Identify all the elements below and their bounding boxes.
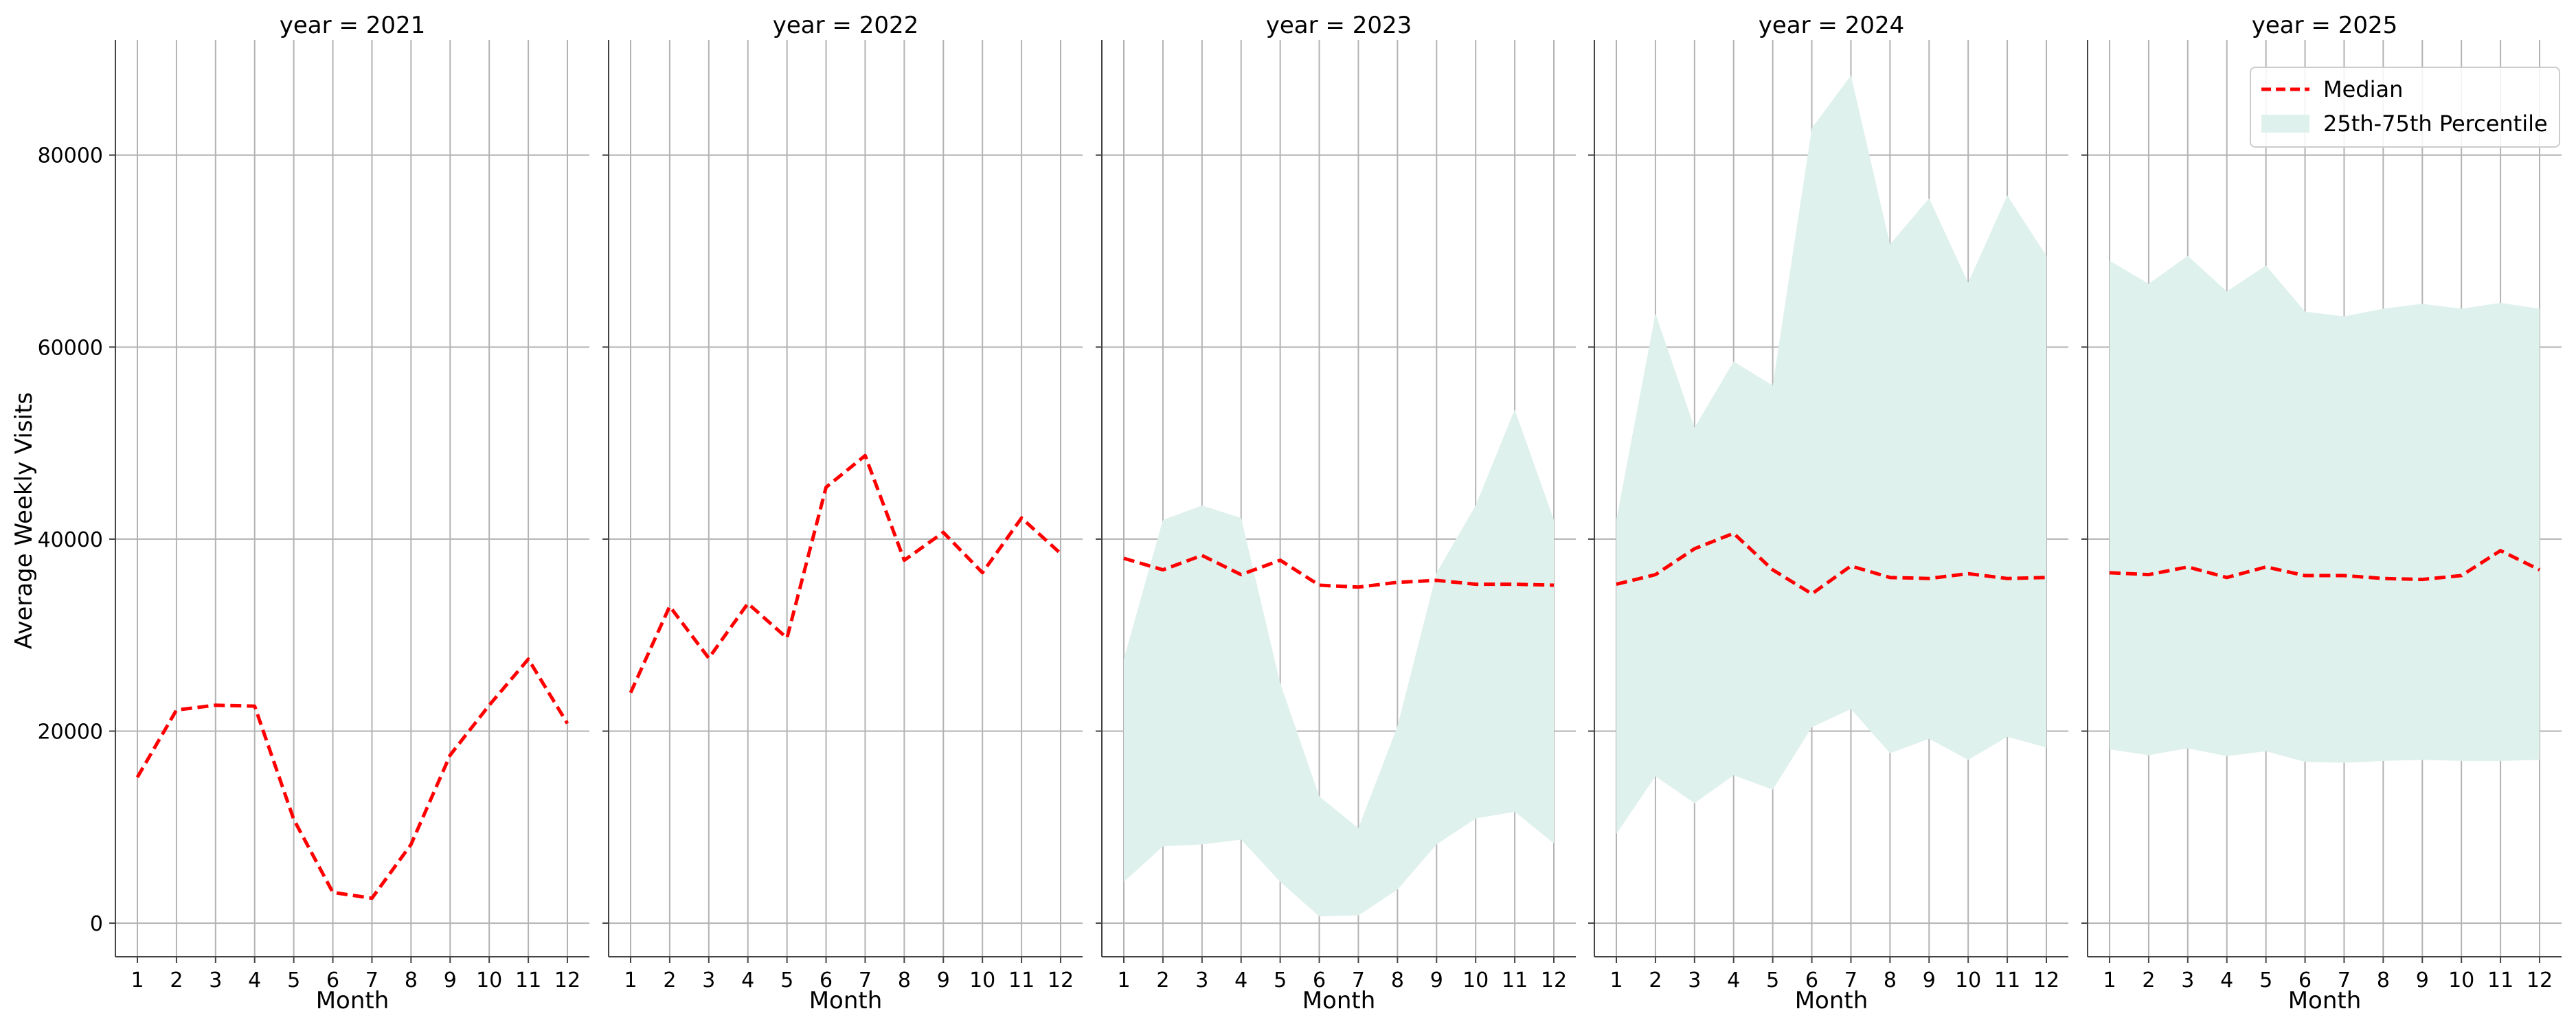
- x-tick-label: 2: [1649, 968, 1662, 992]
- x-tick-label: 8: [405, 968, 418, 992]
- median-line: [1123, 554, 1555, 589]
- median-line: [1616, 532, 2047, 596]
- x-tick-label: 3: [2181, 968, 2194, 992]
- x-tick-label: 12: [1048, 968, 1074, 992]
- panel-1: 1 2 3 4 5 6 7 8 9 10 11 12020000400006000080000year…: [38, 12, 589, 1014]
- x-tick-label: 4: [1727, 968, 1740, 992]
- panel-title: year = 2021: [280, 12, 425, 39]
- x-tick-label: 11: [1502, 968, 1528, 992]
- legend-band-swatch: [2261, 115, 2309, 133]
- y-tick-label: 60000: [38, 336, 103, 360]
- x-tick-label: 8: [1884, 968, 1897, 992]
- x-tick-label: 11: [2487, 968, 2513, 992]
- x-axis-title: Month: [809, 987, 883, 1014]
- x-tick-label: 8: [2377, 968, 2390, 992]
- x-tick-label: 1: [1117, 968, 1130, 992]
- x-tick-label: 12: [2527, 968, 2553, 992]
- x-tick-label: 10: [1955, 968, 1981, 992]
- x-tick-label: 7: [1844, 968, 1857, 992]
- x-axis-title: Month: [316, 987, 389, 1014]
- panel-title: year = 2022: [773, 12, 918, 39]
- x-tick-label: 7: [1352, 968, 1365, 992]
- legend-frame: [2250, 67, 2560, 148]
- x-tick-label: 10: [476, 968, 502, 992]
- x-tick-label: 9: [1923, 968, 1936, 992]
- legend-band-label: 25th-75th Percentile: [2323, 111, 2548, 137]
- panel-title: year = 2023: [1266, 12, 1412, 39]
- x-tick-label: 10: [1462, 968, 1489, 992]
- median-line: [629, 453, 1062, 694]
- x-tick-label: 6: [1805, 968, 1818, 992]
- x-tick-label: 6: [2298, 968, 2312, 992]
- x-tick-label: 9: [1430, 968, 1443, 992]
- legend: Median 25th-75th Percentile: [2250, 67, 2560, 148]
- percentile-band: [1124, 409, 1554, 917]
- x-tick-label: 3: [702, 968, 715, 992]
- x-tick-label: 8: [1391, 968, 1404, 992]
- x-tick-label: 5: [1766, 968, 1779, 992]
- x-tick-label: 6: [326, 968, 339, 992]
- x-tick-label: 2: [2142, 968, 2155, 992]
- x-tick-label: 6: [820, 968, 833, 992]
- y-tick-label: 80000: [38, 144, 103, 168]
- x-tick-label: 1: [1609, 968, 1623, 992]
- panel-title: year = 2024: [1759, 12, 1904, 39]
- legend-median-label: Median: [2323, 76, 2403, 102]
- x-tick-label: 9: [937, 968, 950, 992]
- x-tick-label: 9: [444, 968, 457, 992]
- y-tick-label: 40000: [38, 528, 103, 552]
- panel-title: year = 2025: [2252, 12, 2397, 39]
- x-tick-label: 12: [2033, 968, 2059, 992]
- y-tick-label: 0: [90, 912, 103, 936]
- x-tick-label: 9: [2416, 968, 2429, 992]
- x-tick-label: 11: [515, 968, 541, 992]
- x-tick-label: 3: [209, 968, 222, 992]
- x-tick-label: 3: [1195, 968, 1208, 992]
- x-tick-label: 12: [1541, 968, 1567, 992]
- x-tick-label: 4: [1234, 968, 1247, 992]
- x-tick-label: 10: [969, 968, 995, 992]
- x-tick-label: 4: [741, 968, 754, 992]
- percentile-band: [1616, 75, 2046, 835]
- y-tick-label: 20000: [38, 720, 103, 744]
- x-tick-label: 5: [2259, 968, 2272, 992]
- x-tick-label: 7: [859, 968, 872, 992]
- chart-panels: 1 2 3 4 5 6 7 8 9 10 11 12020000400006000080000year…: [38, 12, 2562, 1014]
- x-axis-title: Month: [2288, 987, 2362, 1014]
- median-line: [135, 657, 569, 900]
- x-tick-label: 4: [2220, 968, 2233, 992]
- x-tick-label: 2: [663, 968, 676, 992]
- percentile-band: [2110, 256, 2540, 763]
- x-tick-label: 3: [1688, 968, 1701, 992]
- x-tick-label: 2: [170, 968, 183, 992]
- x-tick-label: 2: [1156, 968, 1169, 992]
- x-tick-label: 7: [365, 968, 379, 992]
- x-axis-title: Month: [1302, 987, 1376, 1014]
- x-tick-label: 10: [2448, 968, 2474, 992]
- x-tick-label: 11: [1008, 968, 1035, 992]
- x-tick-label: 6: [1313, 968, 1326, 992]
- x-tick-label: 8: [898, 968, 911, 992]
- x-axis-title: Month: [1795, 987, 1868, 1014]
- median-line: [2109, 549, 2541, 582]
- x-tick-label: 5: [780, 968, 793, 992]
- x-tick-label: 12: [554, 968, 580, 992]
- x-tick-label: 5: [287, 968, 300, 992]
- x-tick-label: 1: [2103, 968, 2116, 992]
- x-tick-label: 5: [1274, 968, 1287, 992]
- x-tick-label: 11: [1994, 968, 2020, 992]
- x-tick-label: 1: [624, 968, 637, 992]
- x-tick-label: 4: [248, 968, 261, 992]
- x-tick-label: 7: [2338, 968, 2351, 992]
- y-axis-title: Average Weekly Visits: [10, 392, 38, 649]
- x-tick-label: 1: [131, 968, 144, 992]
